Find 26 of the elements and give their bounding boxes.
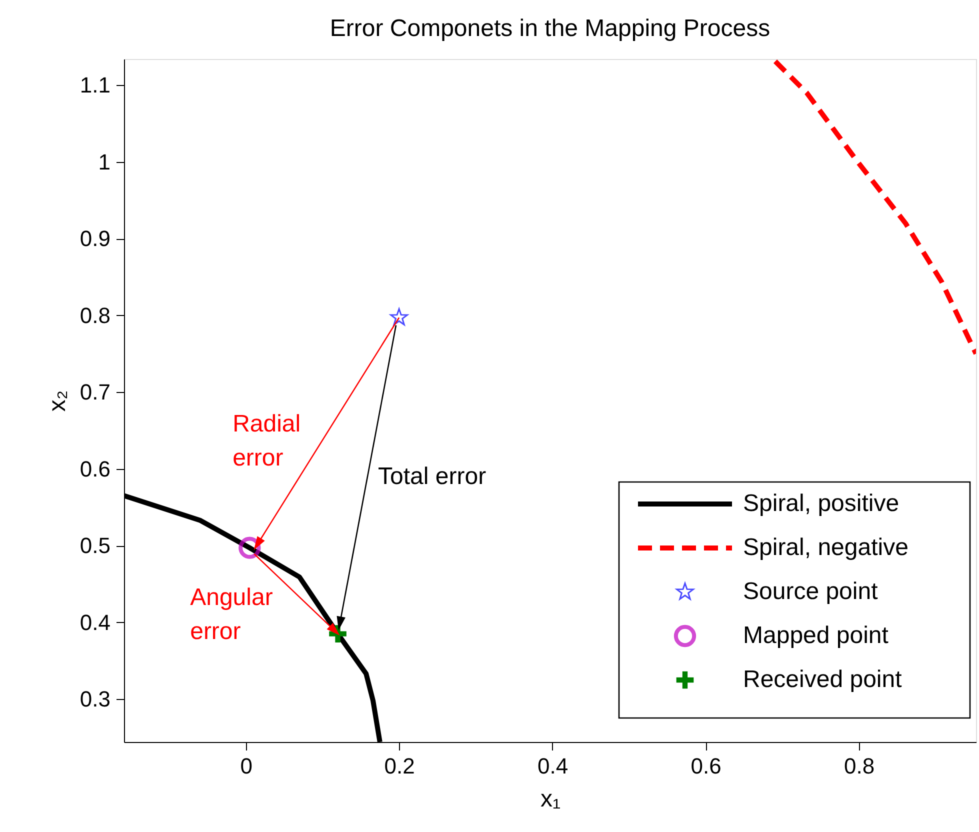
annotation: Radial error: [232, 410, 301, 472]
y-tick-label: 1.1: [80, 72, 110, 98]
y-tick-label: 0.4: [80, 610, 110, 635]
y-tick-label: 0.6: [80, 456, 110, 482]
y-tick-label: 0.3: [80, 686, 110, 712]
x-tick-label: 0.4: [538, 754, 568, 778]
y-tick-label: 0.8: [80, 302, 110, 328]
legend-label: Received point: [743, 666, 902, 693]
y-tick-label: 0.7: [80, 380, 110, 405]
annotation: Total error: [378, 462, 486, 490]
x-axis-title: x₁: [540, 786, 561, 812]
legend-label: Spiral, positive: [743, 490, 900, 517]
y-tick-label: 0.9: [80, 226, 110, 252]
x-tick-label: 0: [240, 754, 252, 778]
point: [390, 308, 408, 326]
y-tick-label: 0.5: [80, 533, 110, 558]
x-tick-label: 0.6: [690, 754, 722, 778]
legend-label: Mapped point: [743, 622, 889, 649]
legend-label: Source point: [743, 578, 878, 605]
x-tick-label: 0.2: [384, 754, 415, 778]
legend-label: Spiral, negative: [743, 534, 908, 561]
x-tick-label: 0.8: [844, 754, 875, 778]
chart-title: Error Componets in the Mapping Process: [330, 15, 770, 42]
annotation: Angular error: [190, 584, 273, 645]
y-tick-label: 1: [98, 149, 110, 174]
y-axis-title: x₂: [44, 390, 71, 412]
